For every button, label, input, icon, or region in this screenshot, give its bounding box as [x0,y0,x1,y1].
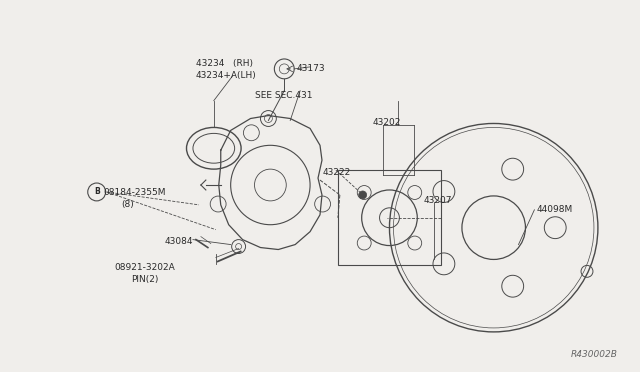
Text: 43084: 43084 [164,237,193,246]
Text: 43222: 43222 [323,168,351,177]
Text: 08921-3202A: 08921-3202A [115,263,175,272]
Text: B: B [94,187,100,196]
Text: PIN(2): PIN(2) [131,275,159,284]
Text: 44098M: 44098M [536,205,573,214]
Text: 08184-2355M: 08184-2355M [104,188,166,197]
Text: R430002B: R430002B [571,350,618,359]
Text: 43207: 43207 [423,196,452,205]
Text: (8): (8) [122,200,134,209]
Text: 43234+A(LH): 43234+A(LH) [196,71,257,80]
Text: 43173: 43173 [296,64,325,73]
Text: 43234   (RH): 43234 (RH) [196,59,253,68]
Text: 43202: 43202 [372,118,401,126]
Circle shape [358,191,367,199]
Text: SEE SEC.431: SEE SEC.431 [255,91,313,100]
